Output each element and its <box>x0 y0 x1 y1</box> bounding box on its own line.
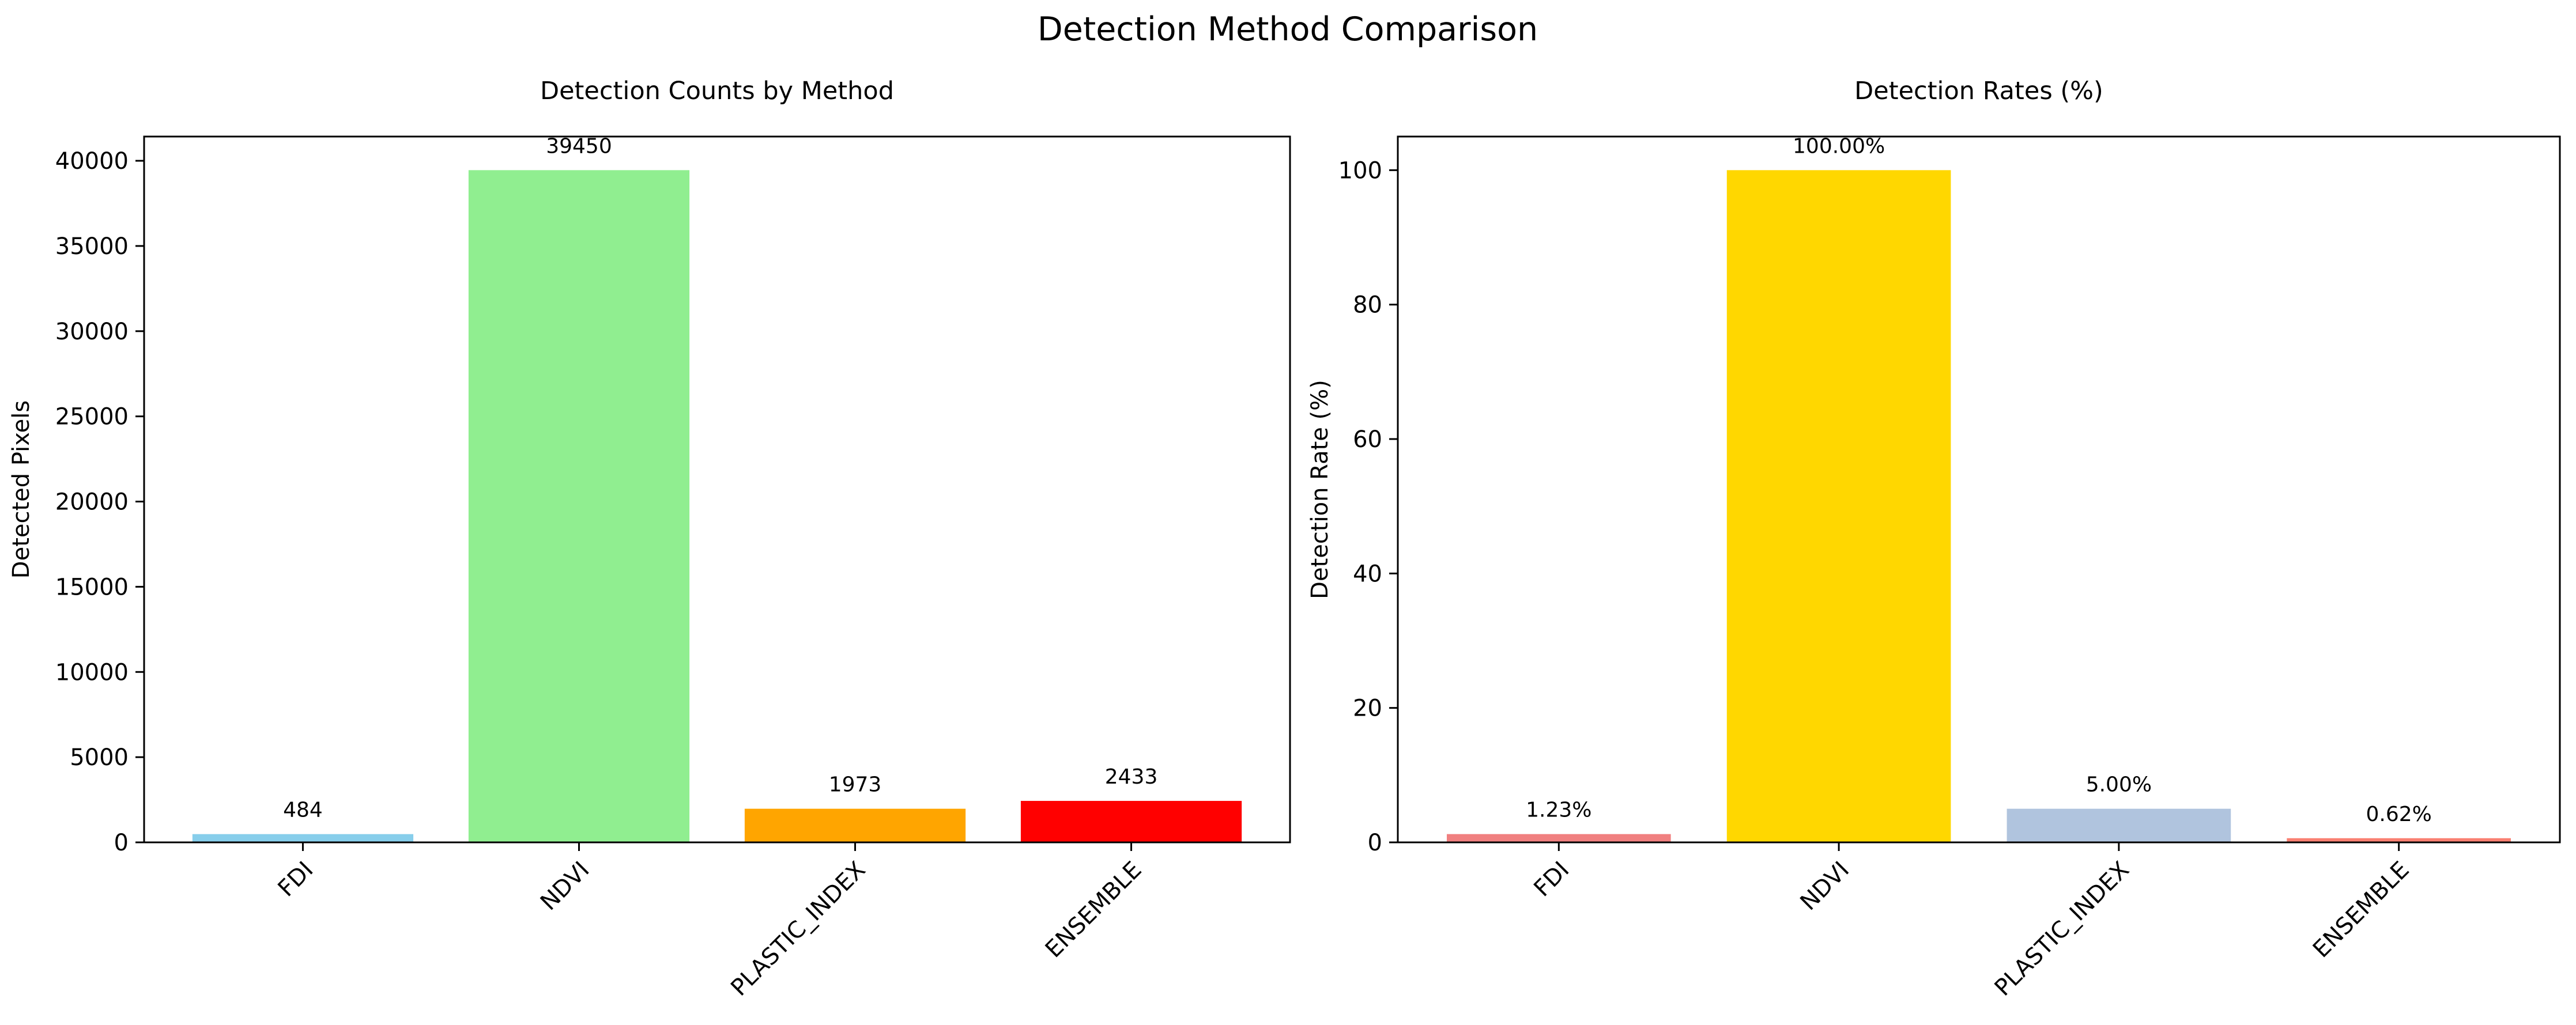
y-tick-label: 0 <box>114 830 129 856</box>
data-label: 1.23% <box>1526 799 1591 822</box>
bar-fdi <box>192 834 414 842</box>
data-label: 484 <box>283 799 323 822</box>
plot-area-frame <box>1397 135 2561 844</box>
data-label: 100.00% <box>1793 134 1885 158</box>
bar-ndvi <box>1726 170 1951 842</box>
y-tick-label: 5000 <box>70 744 129 771</box>
y-tick-label: 30000 <box>55 319 129 345</box>
y-tick-label: 40000 <box>55 148 129 175</box>
data-label: 2433 <box>1105 765 1158 789</box>
chart-title: Detection Counts by Method <box>540 77 894 105</box>
y-tick-label: 10000 <box>55 659 129 686</box>
y-tick-label: 20 <box>1353 695 1382 722</box>
data-label: 5.00% <box>2086 773 2152 797</box>
y-tick-label: 35000 <box>55 233 129 260</box>
y-tick-label: 60 <box>1353 426 1382 453</box>
figure-title: Detection Method Comparison <box>1038 10 1538 48</box>
y-tick-label: 100 <box>1338 157 1382 184</box>
data-label: 39450 <box>546 134 612 158</box>
y-tick-label: 0 <box>1368 830 1382 856</box>
y-tick-label: 20000 <box>55 489 129 516</box>
y-tick-label: 25000 <box>55 404 129 430</box>
bar-ensemble <box>2287 838 2511 842</box>
chart-title: Detection Rates (%) <box>1854 77 2103 105</box>
data-label: 1973 <box>829 773 882 797</box>
bar-fdi <box>1447 834 1671 842</box>
bar-ensemble <box>1020 801 1242 842</box>
y-tick-label: 15000 <box>55 574 129 600</box>
bar-plastic-index <box>2007 808 2231 842</box>
panel-detection-counts: Detection Counts by Method Detected Pixel… <box>8 77 1291 1001</box>
bar-ndvi <box>468 170 690 843</box>
y-axis-label: Detection Rate (%) <box>1307 380 1333 599</box>
plot-area-frame <box>143 135 1291 844</box>
y-tick-label: 80 <box>1353 292 1382 319</box>
bar-plastic-index <box>744 808 966 842</box>
y-axis-label: Detected Pixels <box>8 400 35 578</box>
y-tick-label: 40 <box>1353 561 1382 587</box>
data-label: 0.62% <box>2366 803 2431 826</box>
